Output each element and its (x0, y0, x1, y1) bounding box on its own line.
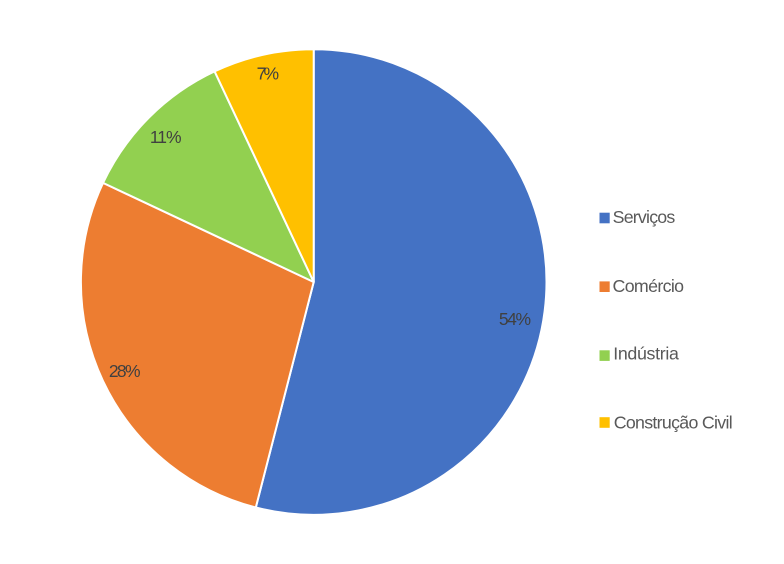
svg-text:Construção Civil: Construção Civil (614, 412, 733, 432)
svg-text:11%: 11% (150, 127, 182, 147)
svg-text:7%: 7% (257, 63, 280, 83)
svg-text:28%: 28% (109, 361, 141, 381)
svg-text:Serviços: Serviços (613, 207, 676, 227)
svg-text:54%: 54% (499, 309, 531, 329)
svg-text:Indústria: Indústria (613, 344, 679, 364)
svg-text:Comércio: Comércio (613, 276, 685, 296)
